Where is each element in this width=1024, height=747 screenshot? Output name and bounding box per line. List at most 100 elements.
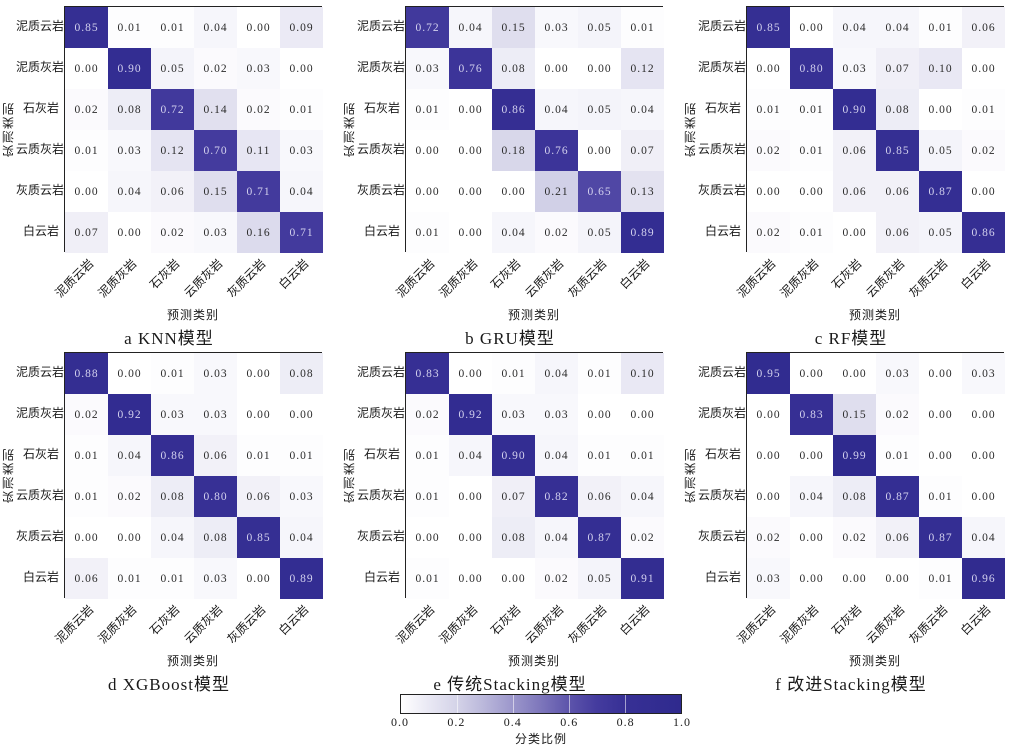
heatmap-cell: 0.05 <box>919 130 962 171</box>
heatmap-cell: 0.00 <box>280 394 323 435</box>
y-tick-label: 石灰岩 <box>363 447 400 461</box>
heatmap-cell: 0.00 <box>833 353 876 394</box>
heatmap-cell: 0.00 <box>578 394 621 435</box>
heatmap-cell: 0.15 <box>492 7 535 48</box>
y-tick-label: 白云岩 <box>363 224 400 238</box>
heatmap-cell: 0.04 <box>108 171 151 212</box>
y-tick-label: 泥质云岩 <box>16 365 65 379</box>
heatmap-cell: 0.08 <box>280 353 323 394</box>
heatmap-cell: 0.89 <box>621 212 664 253</box>
panel-title: c RF模型 <box>814 329 888 348</box>
heatmap-panel-d: 实测类别 泥质云岩 泥质灰岩 石灰岩 云质灰岩 灰质云岩 白云岩 0.88 0.00 0.01 0.… <box>0 346 341 694</box>
heatmap-cell: 0.05 <box>578 7 621 48</box>
heatmap-cell: 0.00 <box>65 171 108 212</box>
heatmap-cell: 0.13 <box>621 171 664 212</box>
heatmap-cell: 0.00 <box>962 171 1005 212</box>
y-tick-label: 石灰岩 <box>22 447 59 461</box>
y-tick-label: 云质灰岩 <box>698 488 747 502</box>
heatmap-cell: 0.04 <box>876 7 919 48</box>
heatmap-cell: 0.01 <box>280 89 323 130</box>
heatmap-cell: 0.06 <box>833 130 876 171</box>
heatmap-cell: 0.10 <box>621 353 664 394</box>
heatmap-cell: 0.01 <box>65 476 108 517</box>
heatmap-cell: 0.05 <box>919 212 962 253</box>
y-axis-label: 实测类别 <box>342 101 357 157</box>
heatmap-cell: 0.01 <box>621 7 664 48</box>
heatmap-cell: 0.04 <box>621 89 664 130</box>
heatmap-cell: 0.00 <box>108 212 151 253</box>
y-tick-label: 泥质云岩 <box>698 19 747 33</box>
heatmap-cell: 0.21 <box>535 171 578 212</box>
x-tick-label: 石灰岩 <box>829 256 865 292</box>
heatmap-cell: 0.03 <box>194 394 237 435</box>
heatmap-cell: 0.04 <box>194 7 237 48</box>
x-tick-label: 灰质云岩 <box>906 256 951 301</box>
heatmap-grid: 0.83 0.00 0.01 0.04 0.01 0.10 0.02 0.92 0.03 0.03… <box>405 352 664 599</box>
y-tick-label: 泥质灰岩 <box>16 406 65 420</box>
heatmap-cell: 0.02 <box>833 517 876 558</box>
heatmap-cell: 0.06 <box>876 171 919 212</box>
heatmap-panel-b: 实测类别 泥质云岩 泥质灰岩 石灰岩 云质灰岩 灰质云岩 白云岩 0.72 0.04 0.15 0.… <box>341 0 682 348</box>
y-tick-labels: 泥质云岩 泥质灰岩 石灰岩 云质灰岩 灰质云岩 白云岩 <box>16 6 64 252</box>
heatmap-cell: 0.15 <box>194 171 237 212</box>
heatmap-cell: 0.92 <box>108 394 151 435</box>
heatmap-cell: 0.06 <box>962 7 1005 48</box>
heatmap-cell: 0.02 <box>621 517 664 558</box>
heatmap-cell: 0.01 <box>406 89 449 130</box>
x-tick-label: 泥质灰岩 <box>436 602 481 647</box>
heatmap-cell: 0.00 <box>962 48 1005 89</box>
heatmap-cell: 0.00 <box>747 394 790 435</box>
colorbar-tick-label: 0.4 <box>503 715 522 729</box>
heatmap-cell: 0.01 <box>406 212 449 253</box>
y-tick-label: 白云岩 <box>22 570 59 584</box>
heatmap-cell: 0.01 <box>108 7 151 48</box>
heatmap-cell: 0.01 <box>151 558 194 599</box>
heatmap-cell: 0.76 <box>535 130 578 171</box>
heatmap-cell: 0.07 <box>65 212 108 253</box>
x-tick-label: 泥质灰岩 <box>436 256 481 301</box>
heatmap-cell: 0.01 <box>151 353 194 394</box>
heatmap-cell: 0.02 <box>194 48 237 89</box>
heatmap-cell: 0.03 <box>237 48 280 89</box>
heatmap-cell: 0.05 <box>578 89 621 130</box>
heatmap-cell: 0.04 <box>535 517 578 558</box>
y-tick-label: 石灰岩 <box>363 101 400 115</box>
heatmap-cell: 0.00 <box>449 89 492 130</box>
heatmap-cell: 0.09 <box>280 7 323 48</box>
x-tick-label: 泥质云岩 <box>734 602 779 647</box>
y-tick-label: 灰质云岩 <box>698 529 747 543</box>
heatmap-cell: 0.83 <box>406 353 449 394</box>
heatmap-cell: 0.03 <box>151 394 194 435</box>
x-tick-label: 石灰岩 <box>147 602 183 638</box>
heatmap-cell: 0.86 <box>492 89 535 130</box>
x-tick-label: 泥质云岩 <box>734 256 779 301</box>
y-tick-label: 云质灰岩 <box>698 142 747 156</box>
y-tick-label: 灰质云岩 <box>698 183 747 197</box>
heatmap-cell: 0.00 <box>406 171 449 212</box>
panel-title: a KNN模型 <box>124 329 214 348</box>
heatmap-grid: 0.85 0.01 0.01 0.04 0.00 0.09 0.00 0.90 0.05 0.02… <box>64 6 323 253</box>
heatmap-cell: 0.00 <box>449 517 492 558</box>
y-axis-label: 实测类别 <box>1 447 16 503</box>
heatmap-cell: 0.06 <box>833 171 876 212</box>
heatmap-cell: 0.07 <box>492 476 535 517</box>
y-tick-label: 泥质灰岩 <box>357 60 406 74</box>
heatmap-cell: 0.91 <box>621 558 664 599</box>
heatmap-cell: 0.00 <box>790 171 833 212</box>
heatmap-cell: 0.01 <box>280 435 323 476</box>
heatmap-cell: 0.00 <box>492 171 535 212</box>
heatmap-cell: 0.00 <box>962 435 1005 476</box>
heatmap-cell: 0.04 <box>449 435 492 476</box>
heatmap-cell: 0.04 <box>280 517 323 558</box>
heatmap-cell: 0.01 <box>492 353 535 394</box>
heatmap-cell: 0.00 <box>790 517 833 558</box>
heatmap-panel-f: 实测类别 泥质云岩 泥质灰岩 石灰岩 云质灰岩 灰质云岩 白云岩 0.95 0.00 0.00 0.… <box>682 346 1023 694</box>
x-tick-label: 白云岩 <box>958 602 994 638</box>
heatmap-cell: 0.04 <box>535 353 578 394</box>
heatmap-cell: 0.02 <box>535 558 578 599</box>
x-tick-labels: 泥质云岩 泥质灰岩 石灰岩 云质灰岩 灰质云岩 白云岩 <box>53 252 322 306</box>
x-tick-label: 泥质云岩 <box>52 602 97 647</box>
heatmap-cell: 0.02 <box>747 517 790 558</box>
x-tick-label: 石灰岩 <box>488 256 524 292</box>
heatmap-panel-c: 实测类别 泥质云岩 泥质灰岩 石灰岩 云质灰岩 灰质云岩 白云岩 0.85 0.00 0.04 0.… <box>682 0 1023 348</box>
